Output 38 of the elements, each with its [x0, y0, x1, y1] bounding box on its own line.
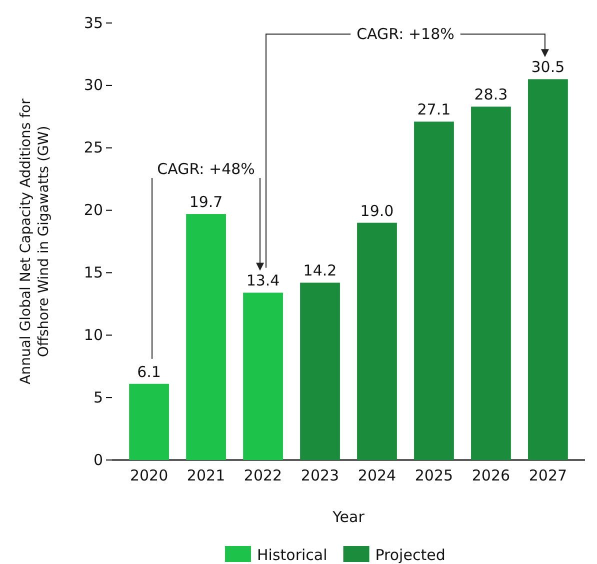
annotation: CAGR: +18% [356, 25, 454, 44]
text: 6.1 [137, 362, 161, 381]
x-tick-label: 2022 [244, 466, 282, 485]
bar [243, 292, 283, 460]
bar [528, 79, 568, 460]
data-label: 30.5 [531, 58, 565, 76]
data-label: 14.2 [303, 262, 337, 280]
bar [129, 384, 169, 460]
x-tick-label: 2024 [358, 466, 396, 485]
bar [357, 222, 397, 460]
legend-label: Projected [375, 546, 446, 564]
y-tick-label: 15 [84, 264, 103, 282]
y-tick-label: 5 [93, 388, 103, 406]
bar [300, 282, 340, 460]
y-tick-label: 10 [84, 326, 103, 344]
text: 13.4 [246, 272, 280, 290]
x-tick-label: 2021 [186, 466, 226, 485]
data-label: 19.0 [360, 202, 394, 220]
bar [414, 122, 454, 460]
bar [186, 214, 226, 460]
x-tick-label: 2026 [472, 466, 510, 485]
annotation: CAGR: +48% [157, 160, 255, 178]
legend-label: Historical [257, 546, 328, 564]
y-tick-label: 20 [84, 201, 103, 220]
y-tick-label: 0 [93, 450, 103, 469]
bar [471, 106, 511, 460]
data-label: 28.3 [474, 86, 508, 104]
x-tick-label: 2027 [528, 466, 568, 485]
data-label: 27.1 [417, 100, 451, 119]
text: 19.7 [189, 193, 223, 212]
y-tick-label: 25 [84, 138, 103, 157]
y-tick-label: 35 [84, 14, 103, 32]
y-axis-title: Annual Global Net Capacity Additions for Offshore Wind in Gigawatts (GW) [18, 98, 52, 384]
x-axis-title: Year [332, 508, 366, 526]
x-tick-label: 2023 [300, 466, 340, 485]
y-tick-label: 30 [84, 76, 103, 94]
x-tick-label: 2025 [414, 466, 454, 485]
x-tick-label: 2020 [130, 466, 168, 485]
